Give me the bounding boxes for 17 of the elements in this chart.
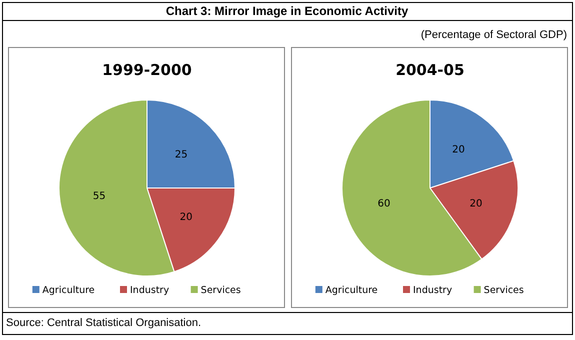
source-note: Source: Central Statistical Organisation. <box>6 317 202 329</box>
text: Chart 3: Mirror Image in Economic Activity <box>166 4 408 18</box>
data-label: 20 <box>452 144 465 156</box>
data-label: 60 <box>378 198 390 210</box>
text: (Percentage of Sectoral GDP) <box>420 29 567 41</box>
legend-label: Industry <box>130 285 170 296</box>
legend-label: Agriculture <box>325 285 378 296</box>
legend-label: Services <box>200 285 241 296</box>
legend-label: Services <box>484 285 524 296</box>
data-label: 20 <box>470 198 482 210</box>
data-label: 20 <box>180 212 193 223</box>
legend-label: Agriculture <box>42 285 95 296</box>
data-label: 25 <box>174 149 188 160</box>
data-label: 55 <box>92 191 106 202</box>
legend-label: Industry <box>413 285 452 296</box>
chart-title: 1999-2000 <box>102 61 192 79</box>
chart-title: 2004-05 <box>396 61 464 79</box>
